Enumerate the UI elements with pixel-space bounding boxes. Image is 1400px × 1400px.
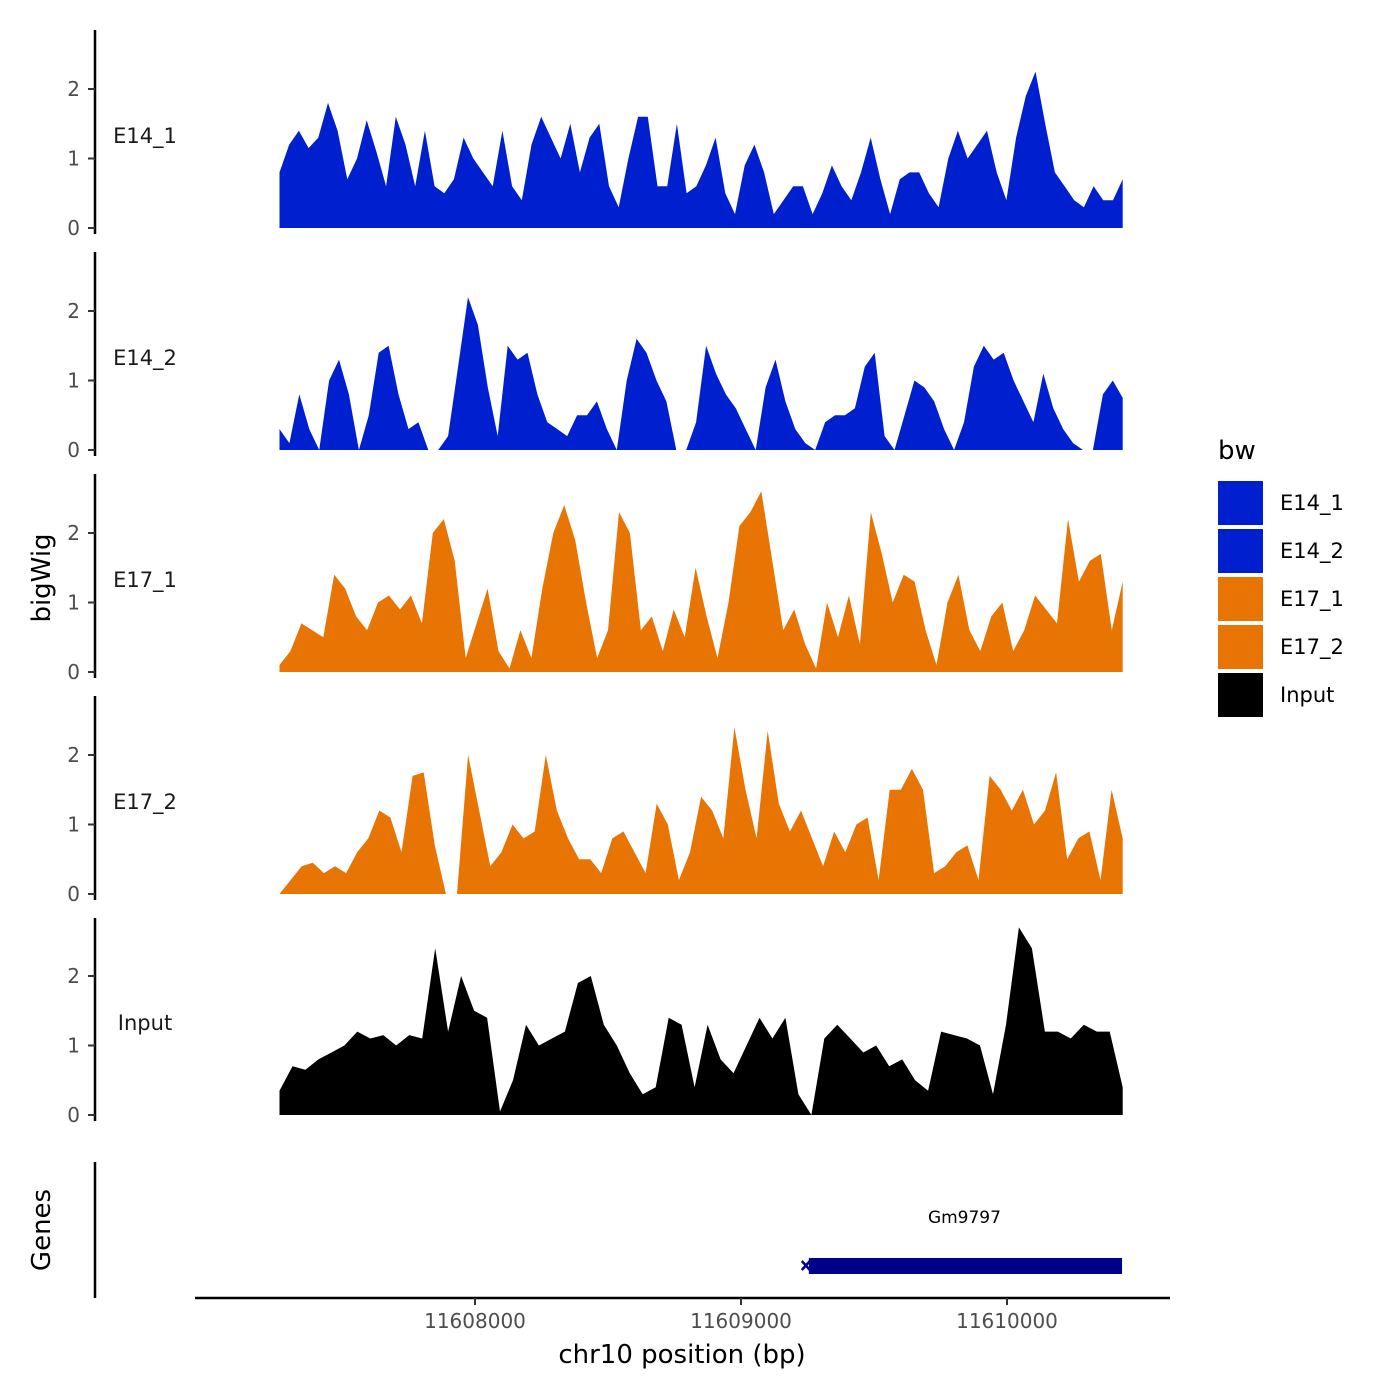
legend-label: E14_2 [1280,539,1344,564]
track-label-e17_2: E17_2 [113,790,177,815]
legend-label: E14_1 [1280,491,1344,516]
x-tick-label: 11609000 [690,1309,792,1333]
y-tick-label: 0 [67,660,80,684]
gene-strand-marker [800,1260,811,1271]
legend-label: Input [1280,683,1334,707]
gene-label: Gm9797 [928,1208,1001,1228]
track-label-input: Input [118,1011,172,1035]
track-label-e17_1: E17_1 [113,568,177,593]
legend-swatch [1218,577,1263,621]
y-tick-label: 0 [67,216,80,240]
y-tick-label: 0 [67,882,80,906]
track-panel-input: 0 1 2 Input [67,918,1123,1127]
y-tick-label: 2 [67,521,80,545]
legend: bw E14_1 E14_2 E17_1 E17_2 Input [1218,436,1344,717]
track-panel-e14_2: 0 1 2 E14_2 [67,252,1123,462]
y-axis-title: bigWig [27,533,57,622]
y-tick-label: 0 [67,438,80,462]
track-panel-e14_1: 0 1 2 E14_1 [67,30,1123,240]
track-label-e14_2: E14_2 [113,346,177,371]
legend-swatch [1218,673,1263,717]
x-axis-title: chr10 position (bp) [558,1340,805,1370]
gene-body [808,1258,1123,1274]
y-tick-label: 1 [67,591,80,615]
signal-area-e14_1 [279,71,1123,228]
x-tick-label: 11610000 [956,1309,1058,1333]
track-panel-e17_2: 0 1 2 E17_2 [67,696,1123,906]
legend-entry-e14_2: E14_2 [1218,529,1344,573]
legend-entry-e14_1: E14_1 [1218,481,1344,525]
genes-axis-title: Genes [27,1189,57,1271]
legend-title: bw [1218,436,1256,466]
track-label-e14_1: E14_1 [113,124,177,149]
gene-gm9797: Gm9797 [800,1208,1123,1274]
legend-entry-e17_2: E17_2 [1218,625,1344,669]
gene-items: Gm9797 [800,1208,1123,1274]
legend-swatch [1218,481,1263,525]
legend-swatch [1218,625,1263,669]
y-tick-label: 1 [67,147,80,171]
y-tick-label: 2 [67,299,80,323]
legend-label: E17_1 [1280,587,1344,612]
signal-area-input [279,927,1123,1115]
y-tick-label: 1 [67,813,80,837]
gene-track: Gm9797 11608000 11609000 11610000 [93,1162,1170,1333]
legend-entry-e17_1: E17_1 [1218,577,1344,621]
y-tick-label: 1 [67,1034,80,1058]
track-panel-e17_1: 0 1 2 E17_1 [67,474,1123,684]
y-tick-label: 1 [67,369,80,393]
signal-area-e17_2 [279,727,1123,894]
signal-area-e17_1 [279,491,1123,672]
legend-entry-input: Input [1218,673,1334,717]
signal-area-e14_2 [279,297,1123,450]
y-tick-label: 2 [67,743,80,767]
y-axis-title-group: bigWig Genes [27,533,57,1271]
track-panels: 0 1 2 E14_1 0 1 2 E14_2 0 1 2 E17_1 0 1 2 E17_2 0 1 2 Input [67,30,1123,1127]
x-tick-label: 11608000 [424,1309,526,1333]
legend-swatch [1218,529,1263,573]
legend-label: E17_2 [1280,635,1344,660]
x-axis-ticks: 11608000 11609000 11610000 [424,1298,1058,1333]
y-tick-label: 2 [67,77,80,101]
y-tick-label: 0 [67,1103,80,1127]
y-tick-label: 2 [67,964,80,988]
